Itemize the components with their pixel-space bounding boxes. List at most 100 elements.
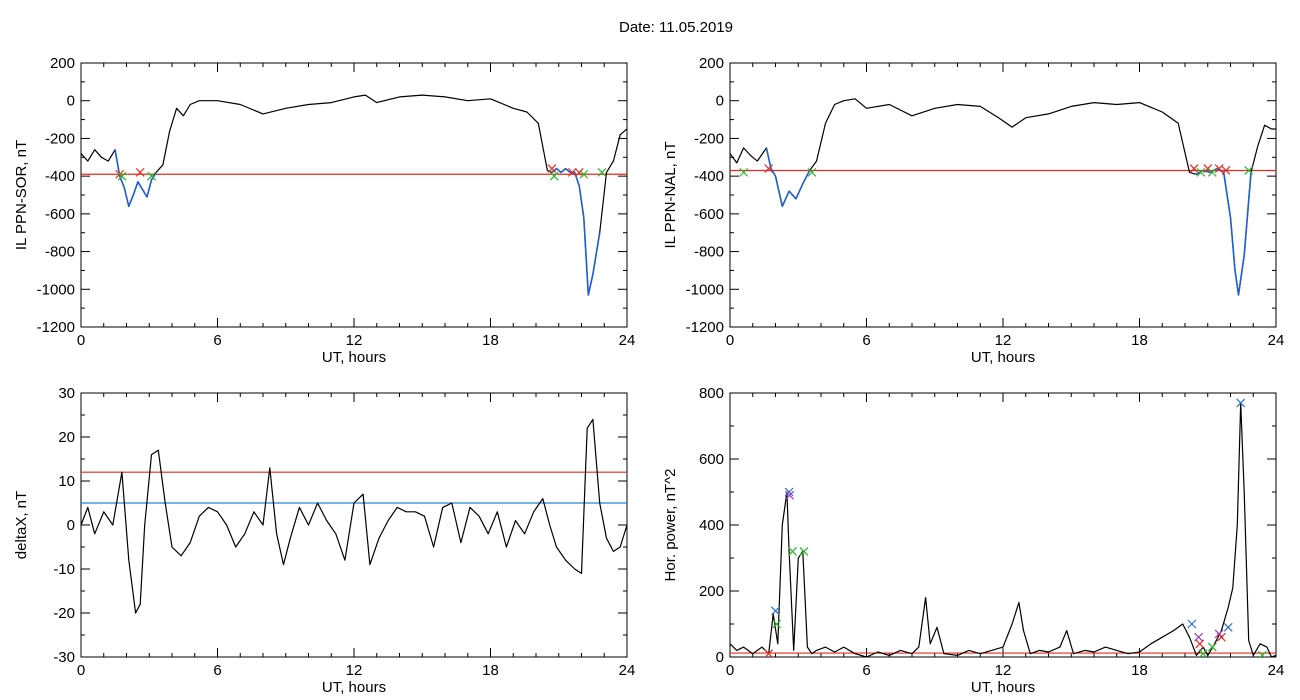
marker-blue [1223, 622, 1233, 632]
y-tick-label: 800 [699, 385, 724, 402]
marker-red [567, 167, 577, 177]
highlighted-segment [551, 167, 601, 296]
x-tick-label: 18 [1131, 332, 1148, 349]
highlighted-segment [1196, 167, 1252, 296]
marker-green [1198, 649, 1208, 657]
marker-green [1207, 642, 1217, 652]
chart-panel-nal: 0 6 12 18 24 200 0 -200 -400 -600 -800 -1000 -1200 UT… [662, 55, 1284, 366]
plot-area [730, 98, 1276, 296]
y-tick-label: 0 [67, 517, 75, 534]
x-tick-label: 12 [995, 332, 1012, 349]
x-axis-label: UT, hours [971, 679, 1035, 696]
series-line [81, 94, 627, 296]
plot-frame [729, 62, 1277, 328]
y-tick-label: 30 [58, 385, 75, 402]
marker-green [549, 171, 559, 181]
y-tick-label: -400 [694, 168, 724, 185]
marker-green [1257, 650, 1267, 657]
marker-red [1189, 164, 1199, 174]
x-tick-label: 6 [862, 332, 870, 349]
date-label: Date: [619, 19, 655, 36]
plot-frame [80, 392, 628, 658]
y-tick-label: -20 [53, 605, 75, 622]
x-axis-label: UT, hours [322, 349, 386, 366]
y-tick-label: -600 [45, 206, 75, 223]
marker-red [574, 167, 584, 177]
y-tick-label: -30 [53, 649, 75, 666]
x-tick-label: 12 [346, 332, 363, 349]
plot-area [730, 398, 1276, 657]
plot-frame [80, 62, 628, 328]
x-tick-label: 24 [619, 332, 636, 349]
x-tick-label: 0 [77, 662, 85, 679]
highlighted-segment [114, 149, 157, 208]
x-tick-label: 12 [346, 662, 363, 679]
series-line [81, 418, 627, 614]
marker-green [597, 167, 607, 177]
x-tick-label: 0 [726, 662, 734, 679]
y-tick-label: 0 [716, 93, 724, 110]
marker-red [135, 167, 145, 177]
y-tick-label: -1000 [686, 281, 724, 298]
y-tick-label: 600 [699, 451, 724, 468]
y-axis-label: IL PPN-SOR, nT [13, 140, 30, 250]
x-tick-label: 18 [482, 332, 499, 349]
y-tick-label: 0 [716, 649, 724, 666]
x-tick-label: 6 [213, 662, 221, 679]
marker-red [764, 164, 774, 174]
y-axis-label: IL PPN-NAL, nT [662, 142, 679, 249]
x-tick-label: 24 [1268, 332, 1285, 349]
y-tick-label: -800 [45, 244, 75, 261]
marker-blue [1187, 619, 1197, 629]
marker-green [1196, 167, 1206, 177]
highlighted-segment [765, 147, 811, 208]
marker-blue [771, 606, 780, 616]
y-tick-label: 200 [699, 583, 724, 600]
marker-green [117, 171, 127, 181]
x-tick-label: 12 [995, 662, 1012, 679]
marker-green [799, 546, 809, 556]
series-line [730, 98, 1276, 296]
x-tick-label: 6 [213, 332, 221, 349]
x-tick-label: 18 [482, 662, 499, 679]
x-axis-label: UT, hours [971, 349, 1035, 366]
marker-green [1244, 166, 1254, 175]
page-title: Date: 11.05.2019 [0, 19, 1300, 36]
plot-area [81, 94, 627, 296]
marker-purple [785, 490, 795, 500]
y-tick-label: -200 [45, 130, 75, 147]
chart-panel-power: 0 6 12 18 24 800 600 400 200 0 UT, hours Hor. power… [662, 385, 1284, 696]
y-tick-label: -1200 [686, 319, 724, 336]
y-tick-label: 200 [699, 55, 724, 72]
y-tick-label: 400 [699, 517, 724, 534]
y-tick-label: -200 [694, 130, 724, 147]
series-line [730, 402, 1276, 657]
marker-blue [1236, 398, 1246, 408]
marker-red [547, 164, 557, 174]
marker-green [579, 169, 589, 179]
x-tick-label: 6 [862, 662, 870, 679]
chart-panel-sor: 0 6 12 18 24 200 0 -200 -400 -600 -800 -1000 -1200 UT… [13, 55, 635, 366]
x-axis-label: UT, hours [322, 679, 386, 696]
plot-frame [729, 392, 1277, 658]
y-tick-label: -600 [694, 206, 724, 223]
y-tick-label: -800 [694, 244, 724, 261]
y-tick-label: 200 [50, 55, 75, 72]
y-tick-label: -10 [53, 561, 75, 578]
marker-green [772, 619, 782, 629]
y-tick-label: -1000 [37, 281, 75, 298]
marker-red [1195, 639, 1205, 649]
marker-green [739, 167, 749, 177]
marker-green [788, 546, 797, 556]
y-axis-label: deltaX, nT [13, 491, 30, 559]
marker-green [807, 167, 817, 177]
y-tick-label: 10 [58, 473, 75, 490]
marker-red [1214, 164, 1224, 174]
x-tick-label: 0 [726, 332, 734, 349]
x-tick-label: 24 [1268, 662, 1285, 679]
marker-red [764, 649, 774, 657]
date-value: 11.05.2019 [659, 19, 733, 36]
x-tick-label: 18 [1131, 662, 1148, 679]
marker-red [1216, 632, 1226, 642]
